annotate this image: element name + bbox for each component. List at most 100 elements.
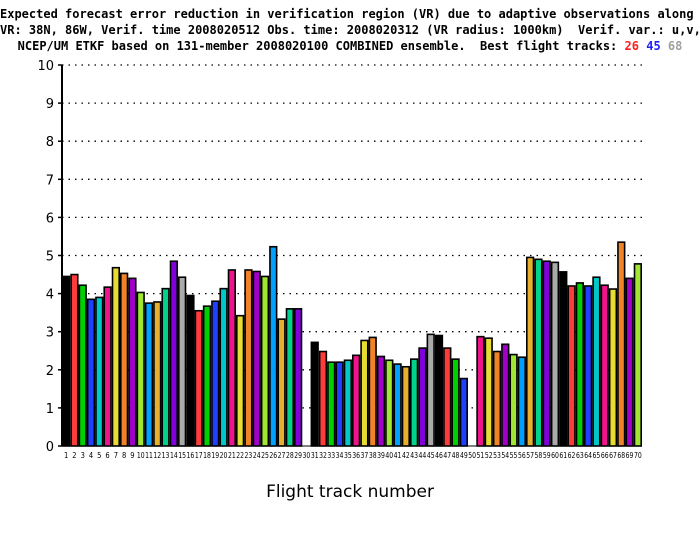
y-tick-label: 8 xyxy=(46,135,54,150)
x-tick-label: 62 xyxy=(568,451,576,460)
x-tick-label: 66 xyxy=(601,451,609,460)
bar-37 xyxy=(360,339,369,447)
bar-61 xyxy=(559,271,568,447)
x-tick-label: 32 xyxy=(319,451,327,460)
x-tick-label: 16 xyxy=(187,451,195,460)
best-track-1: 26 xyxy=(624,39,639,53)
x-tick-label: 47 xyxy=(443,451,451,460)
x-tick-label: 1 xyxy=(64,451,68,460)
bar-56 xyxy=(517,356,526,447)
title-line-3: NCEP/UM ETKF based on 131-member 2008020… xyxy=(0,38,700,54)
bar-9 xyxy=(128,277,137,447)
x-tick-label: 40 xyxy=(385,451,393,460)
bar-67 xyxy=(608,288,618,447)
title-line-3-text: NCEP/UM ETKF based on 131-member 2008020… xyxy=(17,39,618,53)
bar-22 xyxy=(236,314,245,447)
bar-7 xyxy=(111,266,120,447)
title-line-2: VR: 38N, 86W, Verif. time 2008020512 Obs… xyxy=(0,23,700,37)
bar-15 xyxy=(178,276,187,447)
bar-45 xyxy=(426,333,435,447)
bar-27 xyxy=(277,318,286,447)
bar-11 xyxy=(144,302,154,447)
bar-33 xyxy=(327,361,336,447)
x-tick-label: 37 xyxy=(361,451,369,460)
bar-28 xyxy=(285,308,294,447)
x-tick-label: 45 xyxy=(427,451,435,460)
bar-36 xyxy=(351,354,361,447)
bar-10 xyxy=(136,291,145,447)
x-tick-label: 24 xyxy=(253,451,261,460)
bar-53 xyxy=(492,350,502,447)
bar-63 xyxy=(575,282,584,447)
x-tick-label: 41 xyxy=(394,451,402,460)
bar-31 xyxy=(310,341,319,447)
bar-70 xyxy=(633,263,642,447)
bar-14 xyxy=(169,260,178,447)
x-tick-label: 55 xyxy=(510,451,518,460)
x-tick-label: 42 xyxy=(402,451,410,460)
bar-46 xyxy=(434,334,444,447)
x-tick-label: 38 xyxy=(369,451,377,460)
bar-24 xyxy=(252,270,261,447)
bar-39 xyxy=(376,355,386,447)
x-tick-label: 52 xyxy=(485,451,493,460)
bar-3 xyxy=(78,284,87,447)
bar-5 xyxy=(95,296,104,447)
x-tick-label: 7 xyxy=(114,451,118,460)
bar-4 xyxy=(86,298,96,447)
x-tick-label: 10 xyxy=(137,451,145,460)
bar-57 xyxy=(525,256,535,447)
x-tick-label: 23 xyxy=(245,451,253,460)
bar-18 xyxy=(202,305,212,447)
x-tick-label: 31 xyxy=(311,451,319,460)
x-tick-label: 17 xyxy=(195,451,203,460)
x-tick-label: 11 xyxy=(145,451,153,460)
x-tick-label: 19 xyxy=(211,451,219,460)
x-tick-label: 18 xyxy=(203,451,211,460)
title-line-1: Expected forecast error reduction in ver… xyxy=(0,7,694,21)
x-tick-label: 8 xyxy=(122,451,126,460)
x-tick-label: 25 xyxy=(261,451,269,460)
bar-55 xyxy=(509,353,518,447)
x-tick-label: 27 xyxy=(278,451,286,460)
x-tick-label: 51 xyxy=(477,451,485,460)
bar-44 xyxy=(418,347,427,447)
x-tick-label: 50 xyxy=(468,451,476,460)
x-tick-label: 34 xyxy=(336,451,344,460)
x-tick-label: 68 xyxy=(617,451,625,460)
bar-6 xyxy=(103,286,112,447)
x-tick-label: 20 xyxy=(220,451,228,460)
bar-13 xyxy=(161,287,170,447)
bar-54 xyxy=(501,343,510,447)
bar-2 xyxy=(70,273,79,447)
x-tick-label: 59 xyxy=(543,451,551,460)
bar-23 xyxy=(244,269,253,447)
x-tick-label: 2 xyxy=(72,451,76,460)
x-tick-label: 13 xyxy=(162,451,170,460)
x-tick-label: 70 xyxy=(634,451,642,460)
y-tick-label: 7 xyxy=(46,173,54,188)
x-tick-label: 67 xyxy=(609,451,617,460)
x-tick-label: 53 xyxy=(493,451,501,460)
bar-26 xyxy=(269,245,278,447)
bar-51 xyxy=(476,335,485,447)
x-tick-label: 58 xyxy=(535,451,543,460)
bar-43 xyxy=(409,358,419,447)
y-tick-label: 6 xyxy=(46,211,54,226)
x-axis-label: Flight track number xyxy=(266,482,434,502)
x-tick-label: 6 xyxy=(105,451,109,460)
x-tick-label: 56 xyxy=(518,451,526,460)
best-track-2: 45 xyxy=(646,39,661,53)
bar-38 xyxy=(368,336,377,447)
x-tick-label: 5 xyxy=(97,451,101,460)
x-tick-label: 61 xyxy=(559,451,567,460)
x-tick-label: 60 xyxy=(551,451,559,460)
bar-65 xyxy=(592,276,601,447)
best-track-3: 68 xyxy=(667,39,683,53)
x-tick-label: 4 xyxy=(89,451,93,460)
x-tick-label: 12 xyxy=(153,451,161,460)
bar-48 xyxy=(451,358,460,447)
x-tick-label: 57 xyxy=(526,451,534,460)
bar-47 xyxy=(443,347,452,447)
